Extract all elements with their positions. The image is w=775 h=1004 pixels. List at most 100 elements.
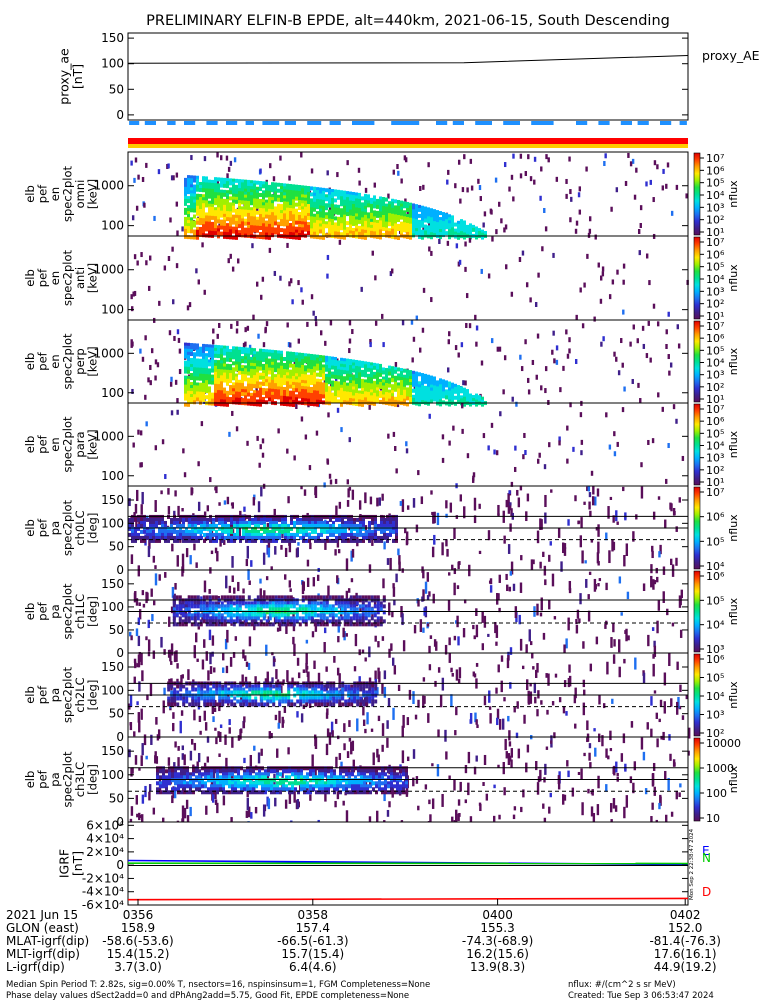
noise-pixel: [550, 489, 552, 492]
flux-cell: [247, 393, 250, 397]
flux-cell: [257, 524, 260, 528]
noise-pixel: [395, 574, 397, 583]
noise-pixel: [396, 164, 398, 169]
noise-pixel: [544, 566, 546, 576]
noise-pixel: [368, 405, 370, 410]
noise-pixel: [481, 269, 483, 274]
flux-cell: [319, 373, 322, 377]
noise-pixel: [668, 354, 670, 359]
flux-cell: [442, 394, 445, 398]
flux-cell: [268, 353, 271, 357]
noise-pixel: [246, 559, 248, 566]
noise-pixel: [413, 498, 415, 508]
quality-segment: [436, 121, 447, 125]
flux-cell: [259, 226, 262, 230]
flux-cell: [184, 355, 187, 359]
flux-cell: [212, 595, 215, 599]
noise-pixel: [139, 349, 141, 354]
noise-pixel: [461, 403, 463, 408]
flux-cell: [205, 395, 208, 399]
noise-pixel: [543, 208, 545, 213]
noise-pixel: [664, 520, 666, 529]
flux-cell: [184, 211, 187, 215]
flux-cell: [187, 199, 190, 203]
noise-pixel: [195, 268, 197, 273]
flux-cell: [329, 533, 332, 537]
ylabel-line: [keV]: [85, 179, 99, 209]
noise-pixel: [171, 410, 173, 415]
noise-pixel: [244, 327, 246, 332]
noise-pixel: [480, 196, 482, 201]
noise-pixel: [218, 502, 220, 506]
noise-pixel: [279, 276, 281, 281]
flux-cell: [280, 228, 283, 232]
noise-pixel: [430, 251, 432, 256]
noise-pixel: [622, 363, 624, 368]
noise-pixel: [374, 183, 376, 188]
noise-pixel: [144, 335, 146, 340]
noise-pixel: [652, 627, 654, 631]
noise-pixel: [658, 496, 660, 500]
noise-pixel: [466, 293, 468, 298]
flux-cell: [397, 236, 400, 240]
noise-pixel: [449, 653, 451, 663]
noise-pixel: [602, 266, 604, 271]
noise-pixel: [228, 167, 230, 172]
noise-pixel: [181, 226, 183, 231]
flux-cell: [406, 381, 409, 385]
noise-pixel: [620, 612, 622, 615]
flux-cell: [412, 383, 415, 387]
flux-cell: [232, 230, 235, 234]
noise-pixel: [230, 254, 232, 259]
flux-cell: [146, 518, 149, 522]
noise-pixel: [274, 546, 276, 555]
noise-pixel: [432, 547, 434, 557]
noise-pixel: [545, 154, 547, 159]
flux-cell: [220, 232, 223, 236]
flux-cell: [403, 402, 406, 406]
noise-pixel: [397, 549, 399, 556]
flux-cell: [193, 346, 196, 350]
noise-pixel: [610, 497, 612, 500]
noise-pixel: [575, 315, 577, 320]
flux-cell: [233, 595, 236, 599]
noise-pixel: [150, 380, 152, 385]
noise-pixel: [382, 578, 384, 588]
flux-cell: [232, 361, 235, 365]
noise-pixel: [673, 508, 675, 516]
noise-pixel: [497, 593, 499, 600]
flux-cell: [400, 216, 403, 220]
noise-pixel: [447, 241, 449, 246]
flux-cell: [322, 400, 325, 404]
flux-cell: [277, 395, 280, 399]
noise-pixel: [149, 365, 151, 370]
noise-pixel: [523, 433, 525, 438]
noise-pixel: [479, 551, 481, 554]
flux-cell: [256, 235, 259, 239]
ytick-label: 50: [109, 82, 124, 96]
noise-pixel: [153, 651, 155, 659]
noise-pixel: [516, 490, 518, 496]
noise-pixel: [427, 162, 429, 167]
colorbar-tick-label: 10⁷: [706, 486, 724, 499]
noise-pixel: [358, 181, 360, 186]
noise-pixel: [176, 173, 178, 178]
flux-cell: [229, 379, 232, 383]
noise-pixel: [620, 338, 622, 343]
noise-pixel: [181, 508, 183, 511]
flux-cell: [373, 204, 376, 208]
flux-cell: [403, 204, 406, 208]
noise-pixel: [256, 282, 258, 287]
noise-pixel: [459, 260, 461, 265]
noise-pixel: [612, 623, 614, 633]
noise-pixel: [454, 568, 456, 574]
noise-pixel: [313, 577, 315, 586]
flux-cell: [313, 235, 316, 239]
flux-cell: [286, 235, 289, 239]
flux-cell: [274, 368, 277, 372]
flux-cell: [176, 524, 179, 528]
ytick-label: 150: [101, 31, 124, 45]
noise-pixel: [135, 157, 137, 162]
noise-pixel: [358, 168, 360, 173]
noise-pixel: [448, 572, 450, 575]
